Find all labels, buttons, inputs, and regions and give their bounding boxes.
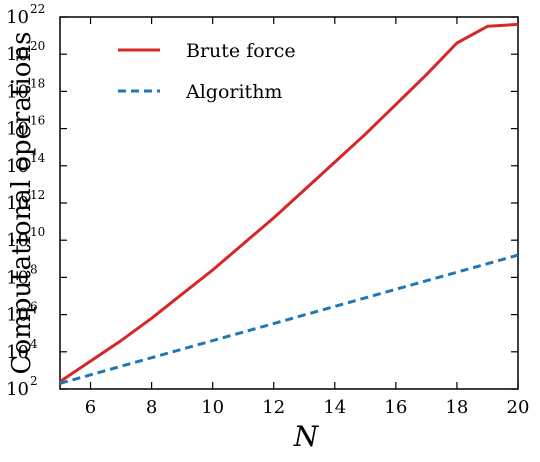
x-tick-label: 10 (201, 397, 224, 418)
x-axis-title: N (293, 420, 320, 453)
y-tick-label: 10 (6, 7, 29, 28)
series-line-brute-force (59, 22, 519, 383)
y-tick-label: 10 (6, 342, 29, 363)
x-tick-label: 6 (85, 397, 96, 418)
y-tick-label: 10 (6, 305, 29, 326)
y-tick-exponent: 4 (30, 337, 38, 351)
legend: Brute force Algorithm (118, 40, 296, 103)
y-tick-exponent: 8 (30, 262, 38, 276)
y-tick-label: 10 (6, 267, 29, 288)
y-tick-exponent: 12 (30, 188, 45, 202)
y-tick-label: 10 (6, 230, 29, 251)
y-tick-exponent: 22 (30, 2, 45, 16)
y-tick-exponent: 16 (30, 114, 45, 128)
x-tick-label: 12 (262, 397, 285, 418)
series-lines (59, 22, 519, 385)
x-tick-label: 16 (384, 397, 407, 418)
x-tick-label: 14 (323, 397, 346, 418)
legend-label-algorithm: Algorithm (185, 81, 282, 103)
x-tick-label: 20 (507, 397, 530, 418)
x-tick-label: 18 (445, 397, 468, 418)
y-tick-label: 10 (6, 44, 29, 65)
y-axis-title: Computational operations (7, 32, 37, 375)
y-tick-exponent: 20 (30, 39, 45, 53)
y-tick-exponent: 2 (30, 374, 38, 388)
legend-label-brute-force: Brute force (186, 40, 296, 62)
y-tick-exponent: 6 (30, 300, 38, 314)
series-line-algorithm (59, 253, 519, 385)
y-tick-label: 10 (6, 379, 29, 400)
y-tick-exponent: 10 (30, 225, 45, 239)
y-tick-label: 10 (6, 119, 29, 140)
y-tick-exponent: 14 (30, 151, 46, 165)
y-tick-exponent: 18 (30, 76, 45, 90)
x-tick-label: 8 (146, 397, 157, 418)
y-tick-label: 10 (6, 193, 29, 214)
y-tick-label: 10 (6, 156, 29, 177)
y-tick-label: 10 (6, 81, 29, 102)
